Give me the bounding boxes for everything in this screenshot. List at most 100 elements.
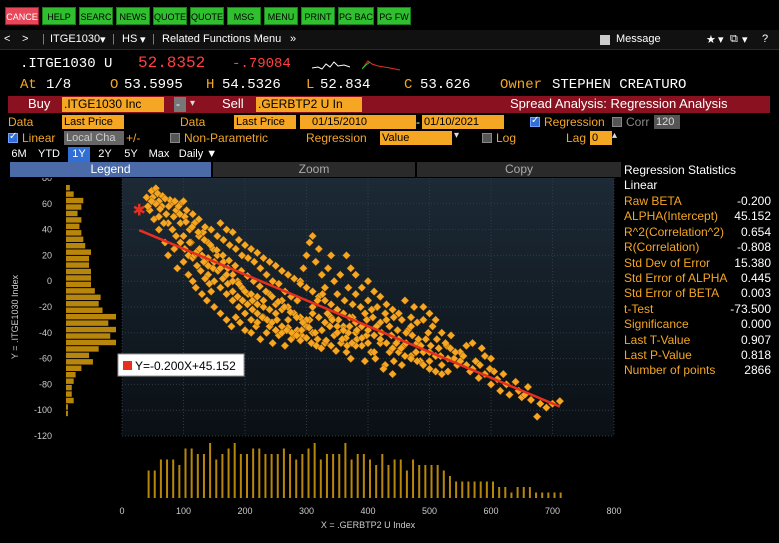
scatter-point [243, 253, 253, 263]
period-tab[interactable]: Daily ▼ [178, 148, 218, 160]
sell-security-field[interactable]: .GERBTP2 U In [256, 97, 362, 112]
scatter-point [206, 225, 216, 234]
start-date-field[interactable]: 01/15/2010 [300, 115, 416, 129]
x-histogram-bar [473, 481, 476, 498]
scatter-point [418, 360, 428, 370]
x-histogram-bar [166, 459, 169, 498]
scatter-point [277, 266, 287, 276]
scatter-point [339, 325, 348, 335]
regression-legend-swatch [123, 361, 132, 370]
function-dropdown-icon[interactable]: ▾ [140, 34, 146, 46]
pgfw-button[interactable]: PG FW [377, 7, 411, 25]
scatter-point [203, 261, 213, 271]
corr-checkbox[interactable] [612, 117, 622, 127]
news-button[interactable]: NEWS [116, 7, 150, 25]
scatter-point [323, 309, 332, 318]
pgback-button[interactable]: PG BAC [338, 7, 374, 25]
tab-zoom[interactable]: Zoom [213, 162, 416, 177]
scatter-point [382, 338, 391, 348]
scatter-point [401, 328, 411, 338]
scatter-point [191, 283, 201, 293]
period-tab[interactable]: 2Y [98, 148, 112, 160]
linear-checkbox[interactable] [8, 131, 18, 143]
scatter-point [389, 356, 399, 366]
scatter-point [325, 321, 335, 331]
scatter-point [259, 302, 268, 312]
quote2-button[interactable]: QUOTE [190, 7, 224, 25]
scatter-point [555, 396, 565, 406]
x-histogram-bar [301, 454, 304, 498]
nav-divider: | [42, 33, 45, 45]
scatter-point [248, 305, 257, 314]
msg-button[interactable]: MSG [227, 7, 261, 25]
scatter-point [252, 318, 262, 327]
period-tab[interactable]: 1Y [68, 147, 90, 162]
scatter-point [271, 261, 281, 271]
y-histogram-bar [66, 352, 90, 359]
scatter-point [385, 321, 394, 331]
menu-button[interactable]: MENU [264, 7, 298, 25]
lag-stepper-icon[interactable]: ▴ [612, 130, 618, 141]
print-button[interactable]: PRINT [301, 7, 335, 25]
scatter-point [188, 209, 198, 219]
scatter-point [252, 300, 262, 309]
regression-dropdown-icon[interactable]: ▾ [454, 130, 460, 141]
scatter-point [379, 364, 388, 374]
back-button[interactable]: < [4, 33, 11, 45]
end-date-field[interactable]: 01/10/2021 [422, 115, 504, 129]
tab-copy[interactable]: Copy [417, 162, 622, 177]
ticker-selector[interactable]: ITGE1030 [50, 33, 101, 45]
chevron-down-icon[interactable]: » [290, 33, 297, 45]
scatter-point [185, 238, 195, 247]
related-functions-menu[interactable]: Related Functions Menu [162, 33, 282, 45]
period-tab[interactable]: 6M [11, 148, 27, 160]
log-checkbox[interactable] [482, 133, 492, 143]
search-button[interactable]: SEARC [79, 7, 113, 25]
y-histogram-bar [66, 262, 90, 268]
scatter-point [295, 279, 305, 289]
stat-value: 45.152 [734, 209, 771, 224]
period-tab[interactable]: 5Y [124, 148, 138, 160]
x-tick-label: 400 [360, 506, 375, 516]
forward-button[interactable]: > [22, 33, 29, 45]
data-field-y[interactable]: Last Price [62, 115, 124, 129]
star-dropdown-icon[interactable]: ▾ [718, 34, 724, 46]
scatter-point [298, 318, 308, 327]
data-field-x[interactable]: Last Price [234, 115, 296, 129]
tab-legend[interactable]: Legend [10, 162, 212, 177]
stat-value: -0.808 [736, 240, 771, 255]
share-dropdown-icon[interactable]: ▾ [742, 34, 748, 46]
regression-checkbox[interactable] [530, 115, 540, 127]
y-histogram-bar [66, 255, 90, 262]
period-tab[interactable]: Max [148, 148, 170, 160]
dropdown-icon[interactable]: ▾ [190, 98, 196, 109]
owner-name: STEPHEN CREATURO [552, 77, 687, 93]
close-value: 53.626 [420, 77, 471, 93]
y-histogram-bar [66, 243, 86, 249]
cancel-button[interactable]: CANCE [5, 7, 39, 25]
share-icon[interactable]: ⧉ [730, 33, 738, 45]
scatter-point [286, 307, 295, 317]
star-icon[interactable]: ★ [706, 34, 716, 46]
function-selector[interactable]: HS [122, 33, 138, 45]
regression-type-field[interactable]: Value [380, 131, 452, 145]
scatter-point [206, 287, 216, 296]
scatter-point [485, 364, 495, 374]
lag-field[interactable]: 0 [590, 131, 612, 145]
quote1-button[interactable]: QUOTE [153, 7, 187, 25]
scatter-point [200, 274, 210, 283]
help-button[interactable]: HELP [42, 7, 76, 25]
corr-field[interactable]: 120 [654, 115, 680, 129]
y-histogram-bar [66, 217, 82, 223]
dash-field[interactable]: - [174, 97, 186, 112]
non-parametric-checkbox[interactable] [170, 133, 180, 143]
ticker-dropdown-icon[interactable]: ▾ [100, 34, 106, 46]
buy-security-field[interactable]: .ITGE1030 Inc [62, 97, 164, 112]
scatter-point [302, 283, 311, 293]
help-icon[interactable]: ? [762, 33, 769, 45]
local-change-field[interactable]: Local Cha [64, 131, 124, 145]
message-button[interactable]: Message [616, 33, 661, 45]
scatter-point [174, 202, 183, 211]
period-tab[interactable]: YTD [38, 148, 60, 160]
